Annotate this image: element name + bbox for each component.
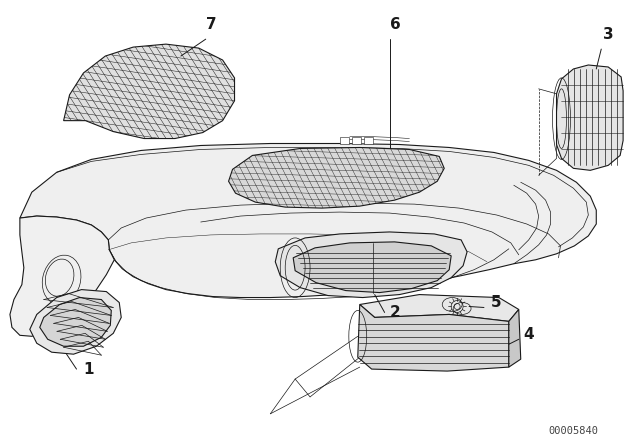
- Text: 3: 3: [604, 27, 614, 42]
- Polygon shape: [63, 44, 234, 138]
- Polygon shape: [20, 143, 596, 297]
- Polygon shape: [340, 137, 349, 143]
- Polygon shape: [293, 242, 451, 293]
- Polygon shape: [557, 65, 623, 170]
- Polygon shape: [275, 232, 467, 297]
- Polygon shape: [352, 137, 361, 143]
- Text: 1: 1: [83, 362, 94, 377]
- Polygon shape: [364, 137, 372, 143]
- Text: 2: 2: [390, 306, 400, 320]
- Text: 6: 6: [390, 17, 400, 32]
- Polygon shape: [30, 289, 121, 354]
- Polygon shape: [358, 305, 509, 371]
- Polygon shape: [228, 147, 444, 208]
- Text: 4: 4: [524, 327, 534, 342]
- Polygon shape: [509, 310, 521, 367]
- Polygon shape: [40, 297, 111, 346]
- Text: 7: 7: [205, 17, 216, 32]
- Polygon shape: [10, 216, 115, 336]
- Text: 00005840: 00005840: [548, 426, 598, 436]
- Text: 5: 5: [491, 296, 502, 310]
- Polygon shape: [360, 294, 519, 321]
